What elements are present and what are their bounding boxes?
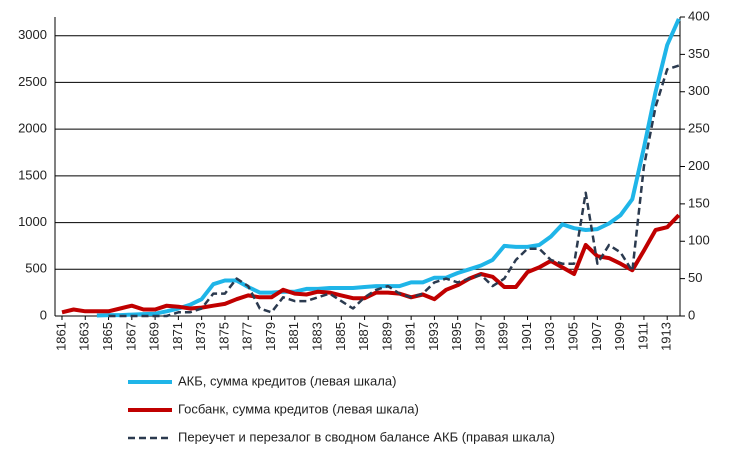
- x-tick-label: 1861: [53, 322, 68, 351]
- y2-tick-label: 350: [688, 46, 710, 61]
- y-tick-label: 2500: [18, 74, 47, 89]
- x-tick-label: 1871: [170, 322, 185, 351]
- y2-tick-label: 250: [688, 121, 710, 136]
- x-tick-label: 1887: [356, 322, 371, 351]
- legend-label: АКБ, сумма кредитов (левая шкала): [178, 373, 396, 388]
- x-tick-label: 1897: [472, 322, 487, 351]
- y-tick-label: 1000: [18, 214, 47, 229]
- series-line: [96, 18, 681, 318]
- y2-tick-label: 0: [688, 307, 695, 322]
- y2-tick-label: 150: [688, 195, 710, 210]
- x-tick-label: 1913: [659, 322, 674, 351]
- y2-tick-label: 200: [688, 158, 710, 173]
- y2-tick-label: 50: [688, 270, 702, 285]
- x-tick-label: 1865: [100, 322, 115, 351]
- x-tick-label: 1883: [309, 322, 324, 351]
- x-tick-label: 1863: [77, 322, 92, 351]
- legend-label: Госбанк, сумма кредитов (левая шкала): [178, 401, 419, 416]
- x-tick-label: 1885: [333, 322, 348, 351]
- y-tick-label: 3000: [18, 27, 47, 42]
- x-tick-label: 1873: [193, 322, 208, 351]
- x-tick-label: 1867: [123, 322, 138, 351]
- series-line: [108, 64, 680, 318]
- x-tick-label: 1905: [566, 322, 581, 351]
- x-tick-label: 1903: [542, 322, 557, 351]
- x-tick-label: 1891: [403, 322, 418, 351]
- y-tick-label: 1500: [18, 167, 47, 182]
- y2-tick-label: 400: [688, 8, 710, 23]
- x-tick-label: 1909: [612, 322, 627, 351]
- y2-tick-label: 300: [688, 83, 710, 98]
- y-tick-label: 500: [25, 261, 47, 276]
- x-tick-label: 1889: [379, 322, 394, 351]
- x-tick-label: 1901: [519, 322, 534, 351]
- x-tick-label: 1869: [147, 322, 162, 351]
- legend-label: Переучет и перезалог в сводном балансе А…: [178, 429, 555, 444]
- y-tick-label: 0: [40, 307, 47, 322]
- x-tick-label: 1875: [216, 322, 231, 351]
- x-tick-label: 1877: [240, 322, 255, 351]
- y-tick-label: 2000: [18, 121, 47, 136]
- x-tick-label: 1911: [635, 322, 650, 350]
- x-tick-label: 1893: [426, 322, 441, 351]
- x-tick-label: 1879: [263, 322, 278, 351]
- x-tick-label: 1899: [496, 322, 511, 351]
- x-tick-label: 1895: [449, 322, 464, 351]
- x-tick-label: 1907: [589, 322, 604, 351]
- x-tick-label: 1881: [286, 322, 301, 351]
- y2-tick-label: 100: [688, 233, 710, 248]
- series-line: [61, 213, 681, 315]
